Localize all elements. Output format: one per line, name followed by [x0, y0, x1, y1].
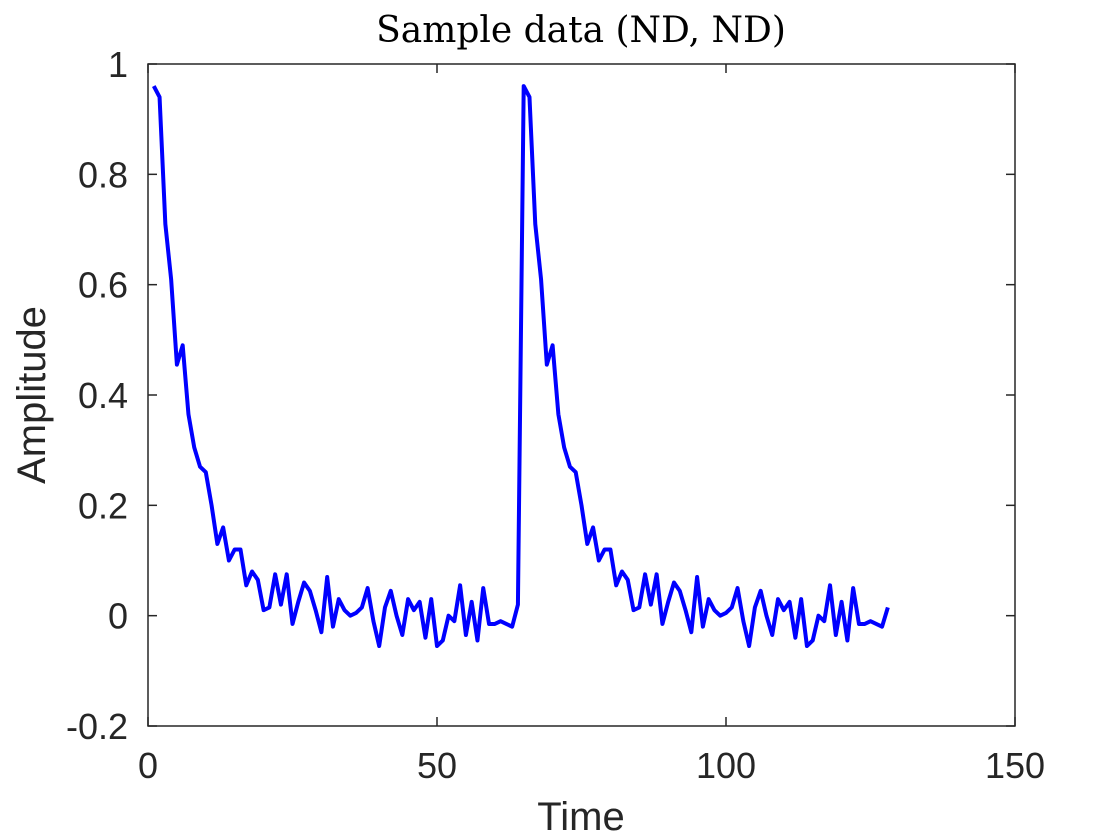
y-tick-label: 1 — [108, 44, 128, 85]
chart-title: Sample data (ND, ND) — [376, 10, 786, 51]
x-axis-label: Time — [537, 795, 624, 839]
x-tick-label: 0 — [138, 745, 158, 786]
y-axis-label: Amplitude — [10, 306, 54, 484]
y-tick-label: 0 — [108, 596, 128, 637]
x-tick-label: 150 — [985, 745, 1045, 786]
y-tick-label: 0.2 — [78, 485, 128, 526]
y-tick-label: 0.8 — [78, 154, 128, 195]
y-tick-label: 0.4 — [78, 375, 128, 416]
x-tick-label: 50 — [417, 745, 457, 786]
x-tick-label: 100 — [696, 745, 756, 786]
series-layer — [152, 84, 890, 649]
series-line-1 — [152, 84, 890, 649]
axes-layer: 0 50 100 150-0.200.20.40.60.81 — [66, 44, 1045, 786]
plot-area — [148, 64, 1015, 726]
y-tick-label: 0.6 — [78, 265, 128, 306]
y-tick-label: -0.2 — [66, 706, 128, 747]
